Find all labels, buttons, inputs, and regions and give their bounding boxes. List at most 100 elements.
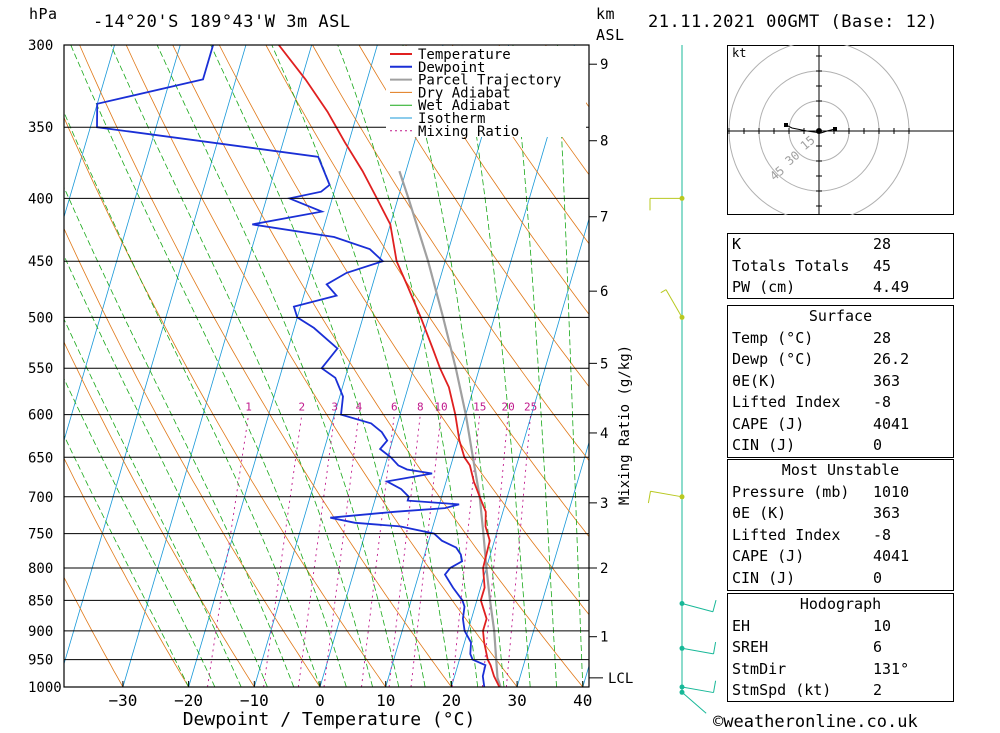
- height-tick-label: 6: [600, 284, 608, 300]
- pressure-tick-label: 750: [28, 527, 53, 543]
- storm-motion-marker: [816, 128, 822, 134]
- mixing-ratio-line: [361, 414, 395, 687]
- mixing-ratio-label: 3: [331, 401, 338, 414]
- surface-row: CAPE (J) 4041: [728, 414, 953, 436]
- height-tick-label: 2: [600, 561, 608, 577]
- hodograph-stats-row: StmDir 131°: [728, 659, 953, 681]
- wet-adiabat-line: [156, 45, 400, 687]
- row-label: CIN (J): [732, 436, 796, 454]
- height-tick-label: 5: [600, 356, 608, 372]
- row-value: 26.2: [873, 350, 910, 368]
- lcl-label: LCL: [608, 671, 633, 687]
- wet-adiabat-line: [271, 45, 452, 687]
- mixing-ratio-axis-label: Mixing Ratio (g/kg): [617, 345, 633, 505]
- wind-barb-staff: [681, 602, 714, 613]
- row-label: Dewp (°C): [732, 350, 814, 368]
- wind-profile: [647, 45, 717, 714]
- mixing-ratio-label: 4: [356, 401, 363, 414]
- row-value: 363: [873, 371, 901, 390]
- wind-barb-flag: [712, 600, 717, 612]
- wind-barb-staff: [665, 289, 683, 318]
- legend-background: [386, 46, 586, 137]
- most-unstable-row: Pressure (mb) 1010: [728, 482, 953, 504]
- legend-label: Temperature: [418, 47, 511, 63]
- row-value: 6: [873, 638, 883, 656]
- mixing-ratio-label: 10: [434, 401, 447, 414]
- row-value: -8: [873, 393, 892, 411]
- wind-barb-flag: [660, 289, 667, 294]
- mixing-ratio-line: [263, 414, 303, 687]
- wet-adiabat-line: [210, 45, 426, 687]
- dry-adiabat-line: [172, 45, 584, 687]
- row-value: 28: [873, 328, 892, 347]
- pressure-tick-label: 850: [28, 593, 53, 609]
- most-unstable-row: Lifted Index -8: [728, 525, 953, 547]
- row-label: θE(K): [732, 371, 778, 390]
- hodograph-unit-label: kt: [732, 46, 747, 60]
- wet-adiabat-line: [512, 45, 557, 687]
- indices-row: K 28: [728, 234, 953, 256]
- row-label: Totals Totals: [732, 256, 850, 275]
- row-label: Pressure (mb): [732, 482, 850, 501]
- isotherm-line: [516, 441, 589, 687]
- most-unstable-row: θE (K) 363: [728, 503, 953, 525]
- legend-label: Mixing Ratio: [418, 124, 519, 140]
- temperature-tick-label: 30: [507, 691, 526, 710]
- x-axis-label: Dewpoint / Temperature (°C): [183, 709, 476, 730]
- row-value: 363: [873, 504, 901, 522]
- temperature-tick-label: −10: [240, 691, 269, 710]
- row-label: Lifted Index: [732, 393, 841, 411]
- surface-title: Surface: [808, 307, 873, 325]
- wet-adiabat-line: [64, 186, 295, 687]
- dry-adiabat-line: [265, 45, 589, 538]
- row-label: StmDir: [732, 659, 787, 678]
- row-label: K: [732, 235, 742, 253]
- most-unstable-row: CIN (J) 0: [728, 568, 953, 590]
- pressure-tick-label: 700: [28, 490, 53, 506]
- row-value: 10: [873, 616, 892, 635]
- legend-label: Wet Adiabat: [418, 98, 511, 114]
- wind-barb-staff: [681, 686, 714, 694]
- legend-label: Dewpoint: [418, 60, 485, 76]
- hodograph-point: [833, 127, 837, 131]
- row-value: 45: [873, 256, 892, 275]
- wind-barb-flag: [713, 680, 717, 693]
- wind-barb-flag: [647, 491, 651, 504]
- height-unit-km: km: [596, 5, 616, 23]
- pressure-tick-label: 500: [28, 310, 53, 326]
- row-value: 0: [873, 568, 883, 587]
- dry-adiabat-line: [405, 45, 589, 316]
- pressure-tick-label: 350: [28, 120, 53, 136]
- mixing-ratio-line: [388, 414, 421, 687]
- temperature-tick-label: 0: [315, 691, 325, 710]
- height-tick-label: 4: [600, 426, 608, 442]
- plot-frame: [63, 44, 590, 688]
- row-value: 2: [873, 681, 883, 699]
- pressure-tick-label: 300: [28, 38, 53, 54]
- hodograph-point: [784, 123, 788, 127]
- pressure-tick-label: 950: [28, 653, 53, 669]
- mixing-ratio-label: 20: [501, 401, 514, 414]
- wind-barb-staff: [650, 490, 683, 498]
- isotherm-line: [64, 45, 115, 219]
- row-value: 28: [873, 235, 892, 253]
- row-label: Temp (°C): [732, 328, 814, 347]
- wind-barb-staff: [681, 647, 714, 655]
- indices-table: K 28 Totals Totals 45 PW (cm) 4.49: [727, 233, 954, 299]
- row-value: -8: [873, 525, 892, 544]
- run-datetime: 21.11.2021 00GMT (Base: 12): [648, 12, 938, 32]
- parcel-trajectory: [398, 170, 502, 687]
- pressure-tick-label: 650: [28, 450, 53, 466]
- surface-row: θE(K) 363: [728, 371, 953, 393]
- isotherm-line: [451, 217, 589, 687]
- pressure-tick-label: 800: [28, 561, 53, 577]
- pressure-unit-label: hPa: [29, 5, 58, 23]
- surface-row: Temp (°C) 28: [728, 328, 953, 350]
- mixing-ratio-label: 8: [417, 401, 424, 414]
- pressure-tick-label: 450: [28, 254, 53, 270]
- mixing-ratio-label: 6: [391, 401, 398, 414]
- credit-text: ©weatheronline.co.uk: [713, 712, 918, 732]
- hodograph-stats-title: Hodograph: [799, 595, 882, 613]
- dry-adiabat-line: [125, 45, 518, 687]
